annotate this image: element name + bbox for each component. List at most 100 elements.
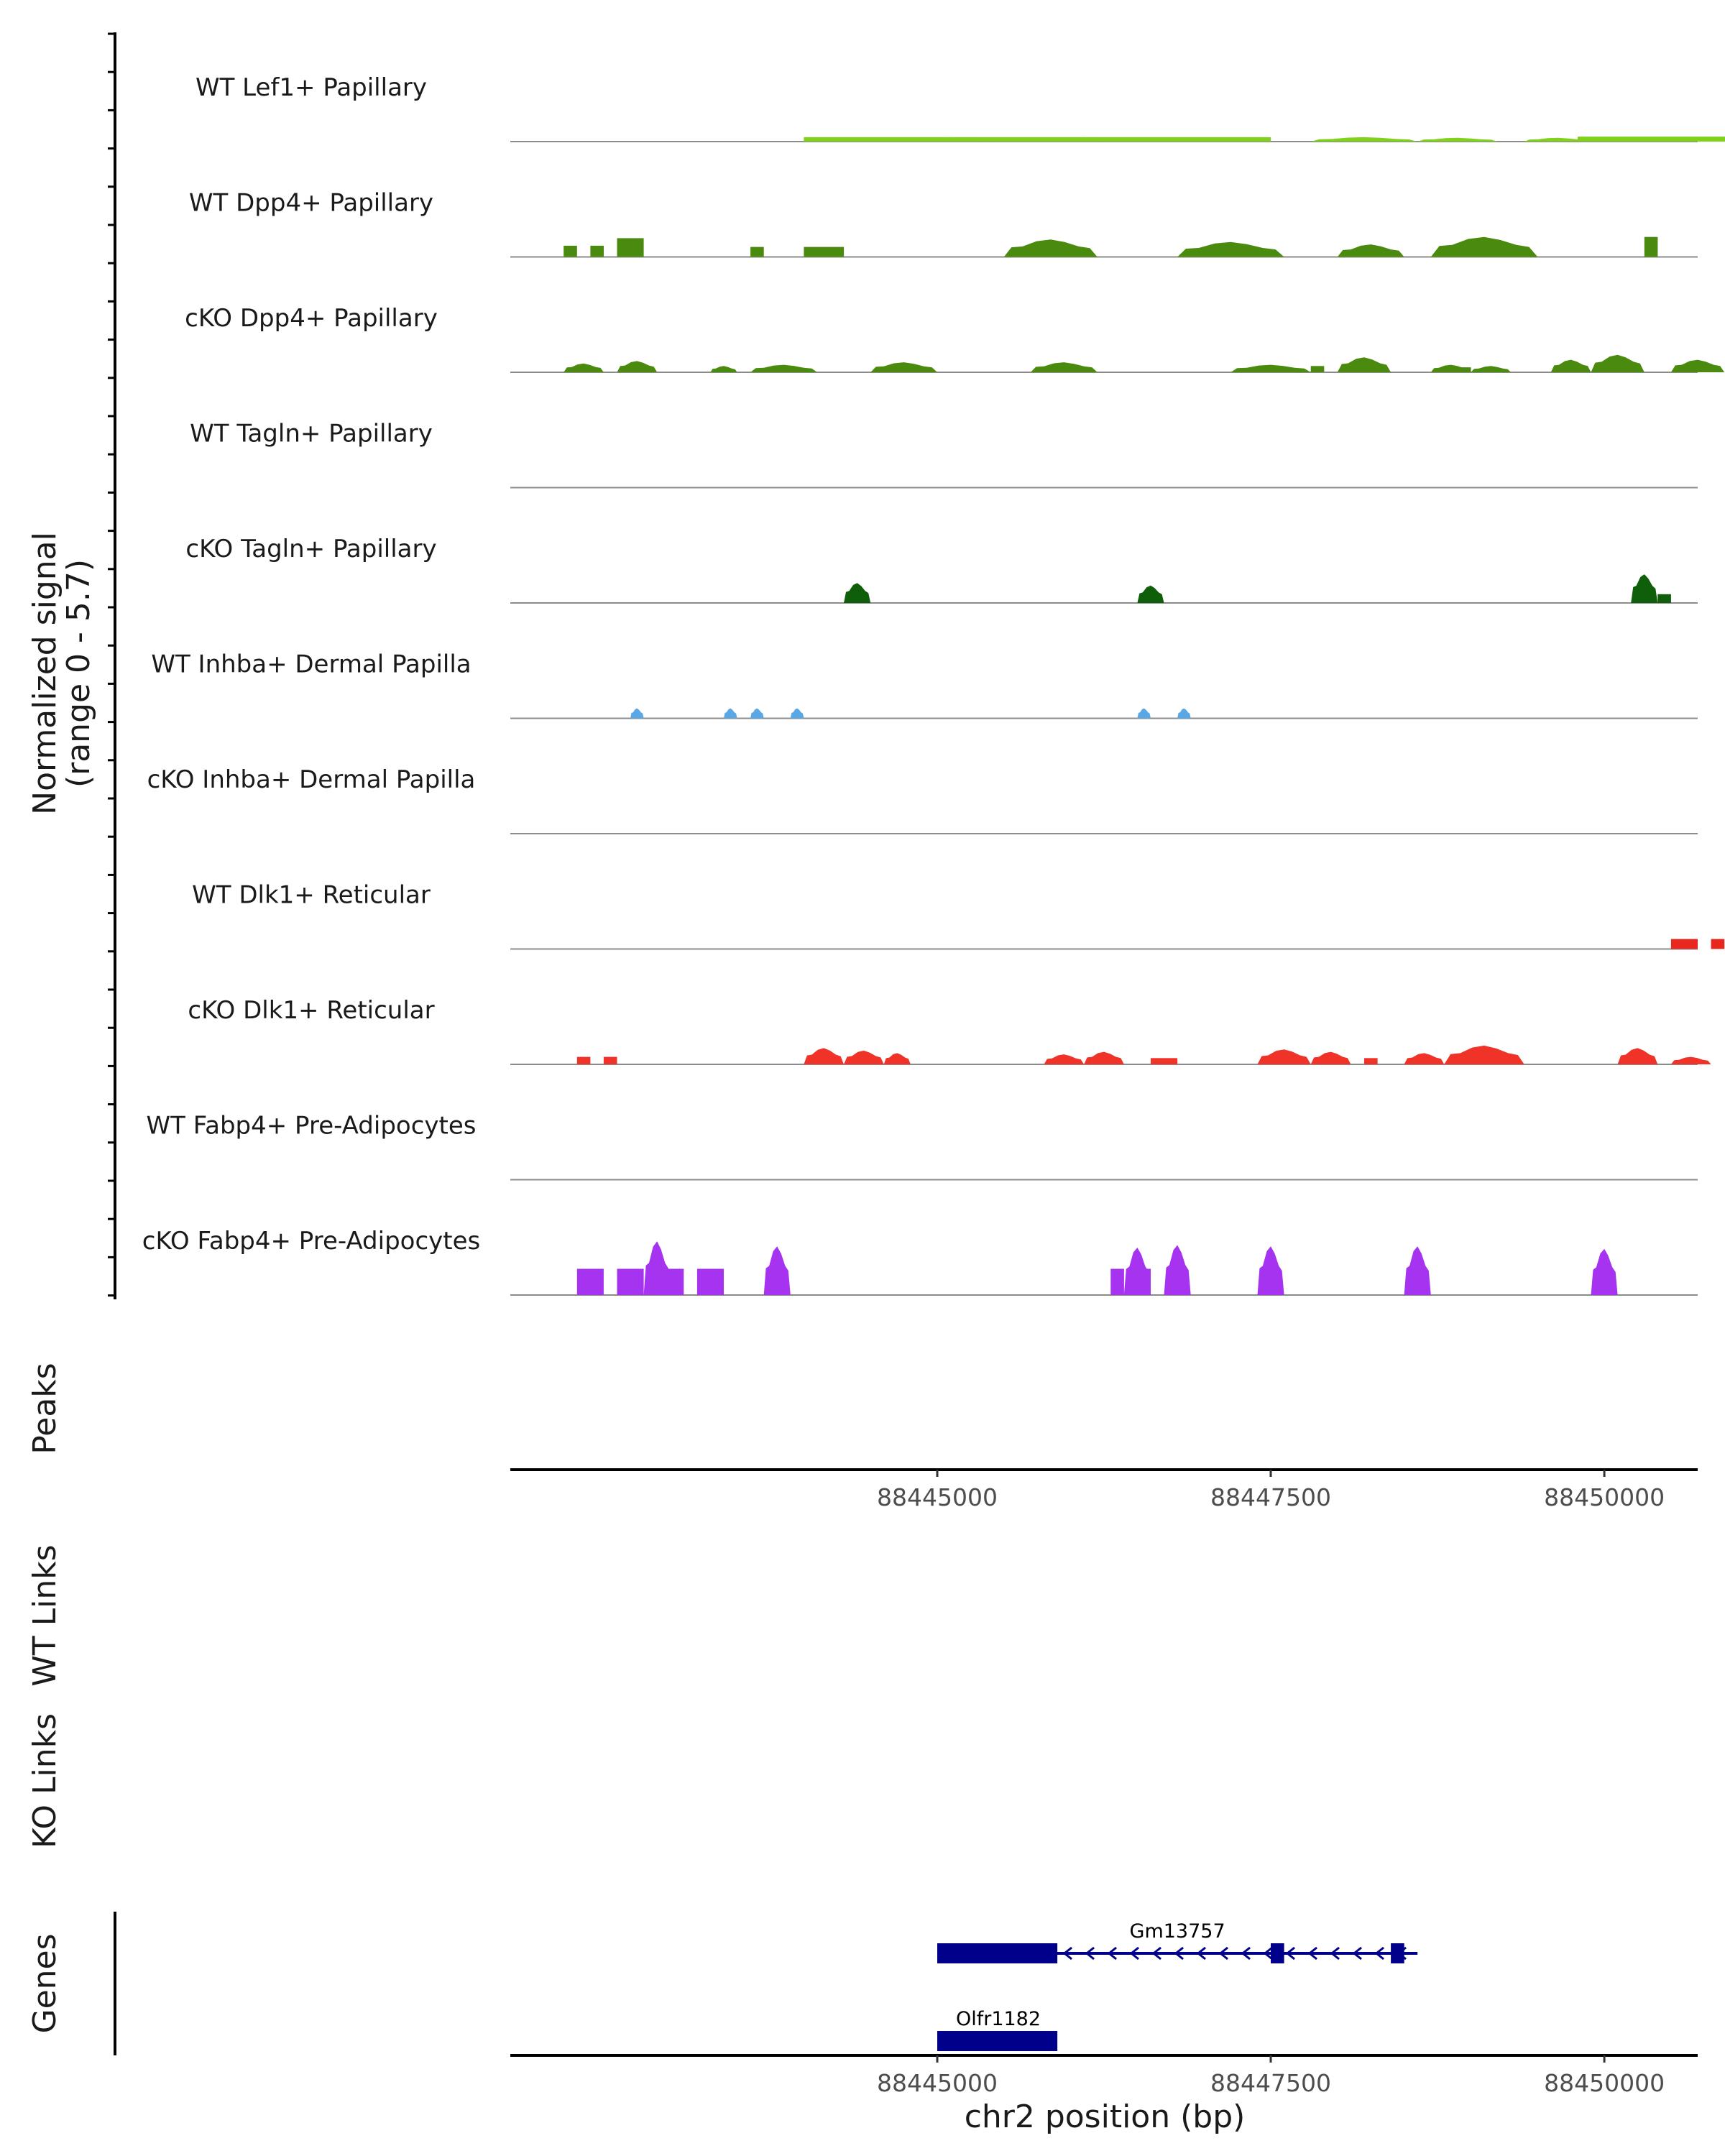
signal-peak — [870, 137, 1031, 142]
signal-block — [617, 238, 644, 257]
signal-peak — [1417, 137, 1498, 142]
signal-peak — [1003, 239, 1098, 257]
track-cko-dlk1-reticular: cKO Dlk1+ Reticular — [188, 996, 1711, 1065]
strand-arrow — [1330, 1946, 1340, 1961]
signal-peak — [1524, 137, 1591, 142]
track-label: cKO Tagln+ Papillary — [185, 535, 436, 563]
track-label: WT Inhba+ Dermal Papilla — [151, 650, 471, 679]
strand-arrow — [1218, 1946, 1228, 1961]
strand-arrow — [1397, 1946, 1407, 1961]
signal-peak — [710, 366, 737, 372]
signal-peak — [1444, 1045, 1524, 1064]
signal-peak — [1230, 364, 1311, 372]
genes-panel: Gm13757 Olfr1182 — [114, 1912, 1418, 2055]
signal-block — [576, 1268, 604, 1295]
signal-peak — [1631, 574, 1658, 603]
track-wt-inhba-dermal-papilla: WT Inhba+ Dermal Papilla — [151, 650, 1698, 719]
strand-arrow — [1085, 1946, 1095, 1961]
signal-peak — [1404, 1246, 1431, 1295]
signal-peak — [564, 363, 604, 372]
track-wt-dlk1-reticular: WT Dlk1+ Reticular — [192, 881, 1725, 950]
signal-block — [1644, 236, 1658, 257]
signal-peak — [1310, 1051, 1351, 1064]
signal-block — [750, 247, 764, 257]
track-label: WT Tagln+ Papillary — [190, 420, 433, 448]
track-wt-fabp4-pre-adipocytes: WT Fabp4+ Pre-Adipocytes — [147, 1112, 1698, 1181]
signal-block — [576, 1056, 591, 1064]
strand-arrow — [1129, 1946, 1139, 1961]
x-tick-label: 88445000 — [877, 2069, 998, 2097]
signal-block — [564, 245, 577, 257]
signal-peak — [643, 1241, 671, 1295]
signal-peak — [1591, 1248, 1618, 1295]
strand-arrow — [1062, 1946, 1072, 1961]
y-axis-title: Normalized signal — [27, 532, 63, 815]
signal-block — [617, 1268, 644, 1295]
track-cko-dpp4-papillary: cKO Dpp4+ Papillary — [185, 304, 1725, 373]
signal-peak — [1310, 137, 1418, 142]
track-label: cKO Dpp4+ Papillary — [185, 304, 438, 333]
signal-peak — [1177, 708, 1191, 719]
strand-arrow — [1107, 1946, 1117, 1961]
signal-peak — [790, 708, 804, 719]
gene-exon — [937, 2031, 1058, 2051]
signal-peak — [1030, 362, 1098, 372]
peaks-panel-title: Peaks — [27, 1363, 63, 1454]
gene-exon — [937, 1943, 1058, 1963]
signal-peak — [1164, 1245, 1191, 1295]
track-label: cKO Dlk1+ Reticular — [188, 996, 434, 1025]
x-tick-label: 88445000 — [877, 1483, 998, 1511]
signal-block — [804, 137, 1271, 142]
strand-arrow — [1263, 1946, 1273, 1961]
signal-peak — [1430, 364, 1471, 372]
track-cko-tagln-papillary: cKO Tagln+ Papillary — [185, 535, 1698, 604]
signal-peak — [1137, 708, 1151, 719]
signal-peak — [630, 708, 644, 719]
coverage-tracks: WT Lef1+ Papillary WT Dpp4+ Papillary cKO … — [142, 73, 1725, 1296]
gene-label: Gm13757 — [1130, 1920, 1225, 1943]
track-cko-fabp4-pre-adipocytes: cKO Fabp4+ Pre-Adipocytes — [142, 1227, 1698, 1296]
signal-peak — [844, 583, 871, 603]
signal-peak — [1123, 1248, 1151, 1295]
y-axis-range-label: (range 0 - 5.7) — [60, 559, 97, 788]
signal-block — [804, 247, 845, 257]
ko-links-panel-title: KO Links — [27, 1713, 63, 1848]
signal-block — [1110, 1268, 1124, 1295]
track-wt-lef1-papillary: WT Lef1+ Papillary — [196, 73, 1725, 142]
x-tick-label: 88447500 — [1210, 2069, 1331, 2097]
signal-block — [696, 1268, 724, 1295]
signal-block — [1657, 594, 1671, 603]
signal-peak — [1257, 1246, 1284, 1295]
strand-arrow — [1352, 1946, 1362, 1961]
signal-peak — [883, 1053, 911, 1064]
track-cko-inhba-dermal-papilla: cKO Inhba+ Dermal Papilla — [147, 765, 1698, 834]
x-tick-label: 88450000 — [1544, 1483, 1665, 1511]
strand-arrow — [1374, 1946, 1384, 1961]
signal-peak — [1670, 359, 1725, 372]
track-wt-dpp4-papillary: WT Dpp4+ Papillary — [189, 189, 1698, 258]
signal-peak — [1670, 1056, 1711, 1064]
strand-arrow — [1241, 1946, 1251, 1961]
signal-block — [1364, 1058, 1378, 1064]
signal-block — [590, 245, 604, 257]
signal-peak — [1404, 1053, 1445, 1064]
signal-peak — [1471, 366, 1512, 372]
gene-olfr1182: Olfr1182 — [937, 2008, 1058, 2051]
track-label: WT Dpp4+ Papillary — [189, 189, 433, 218]
signal-peak — [844, 1050, 884, 1064]
track-wt-tagln-papillary: WT Tagln+ Papillary — [190, 420, 1698, 489]
gene-label: Olfr1182 — [956, 2008, 1041, 2030]
track-label: cKO Inhba+ Dermal Papilla — [147, 765, 476, 794]
signal-peak — [1550, 359, 1591, 372]
strand-arrow — [1285, 1946, 1295, 1961]
signal-peak — [1137, 585, 1164, 603]
signal-block — [1310, 366, 1325, 372]
signal-peak — [1177, 241, 1284, 257]
signal-block — [1711, 939, 1725, 949]
signal-peak — [804, 1048, 844, 1064]
signal-peak — [724, 708, 737, 719]
signal-peak — [763, 1246, 791, 1295]
signal-peak — [750, 708, 764, 719]
track-label: WT Dlk1+ Reticular — [192, 881, 431, 910]
genes-x-axis: 88445000 88447500 88450000 — [510, 2054, 1698, 2097]
